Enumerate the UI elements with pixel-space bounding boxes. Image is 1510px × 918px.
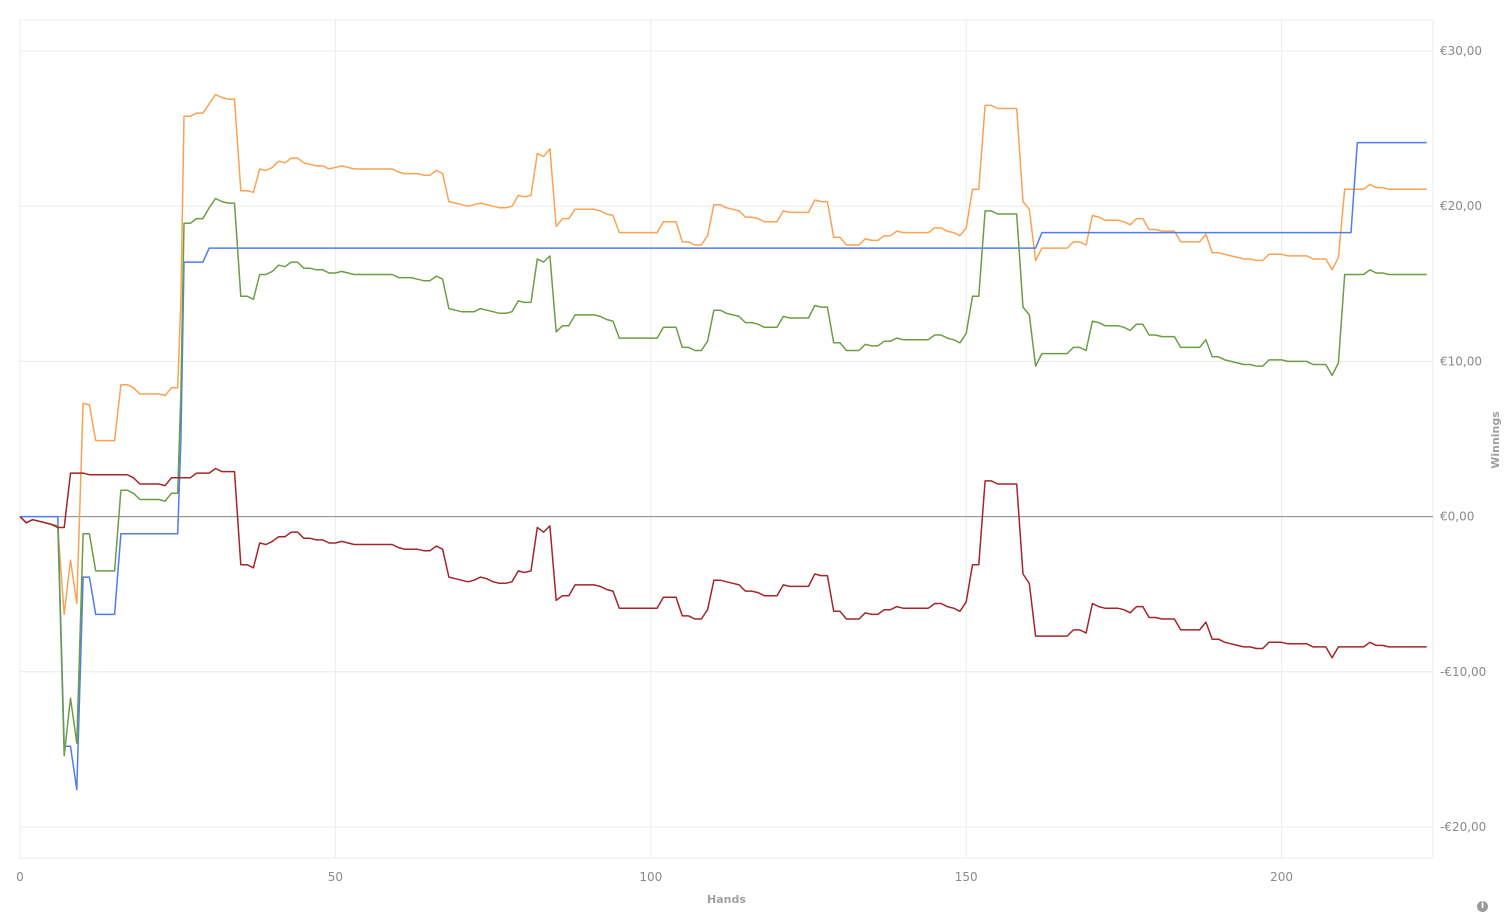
x-axis-title: Hands [707,893,746,906]
y-axis-ticks: €30,00 €20,00 €10,00 €0,00 -€10,00 -€20,00 [1440,44,1486,834]
x-tick-label: 200 [1270,870,1293,884]
info-icon[interactable]: i [1477,901,1488,912]
x-tick-label: 100 [639,870,662,884]
x-axis-ticks: 0 50 100 150 200 [16,870,1293,884]
y-tick-label: €20,00 [1440,199,1482,213]
chart-grid [19,19,1434,859]
x-tick-label: 0 [16,870,24,884]
series-line-2 [20,141,1427,791]
y-axis-title: Winnings [1489,411,1502,469]
y-tick-label: -€10,00 [1440,665,1486,679]
series-line-3 [19,197,1427,757]
y-tick-label: €10,00 [1440,354,1482,368]
plot-frame [19,19,1434,859]
y-tick-label: €0,00 [1440,510,1474,524]
y-tick-label: €30,00 [1440,44,1482,58]
series-line-1 [19,93,1427,616]
series-line-4 [19,467,1427,659]
y-tick-label: -€20,00 [1440,820,1486,834]
x-tick-label: 150 [955,870,978,884]
series-group [19,93,1427,791]
x-tick-label: 50 [328,870,343,884]
